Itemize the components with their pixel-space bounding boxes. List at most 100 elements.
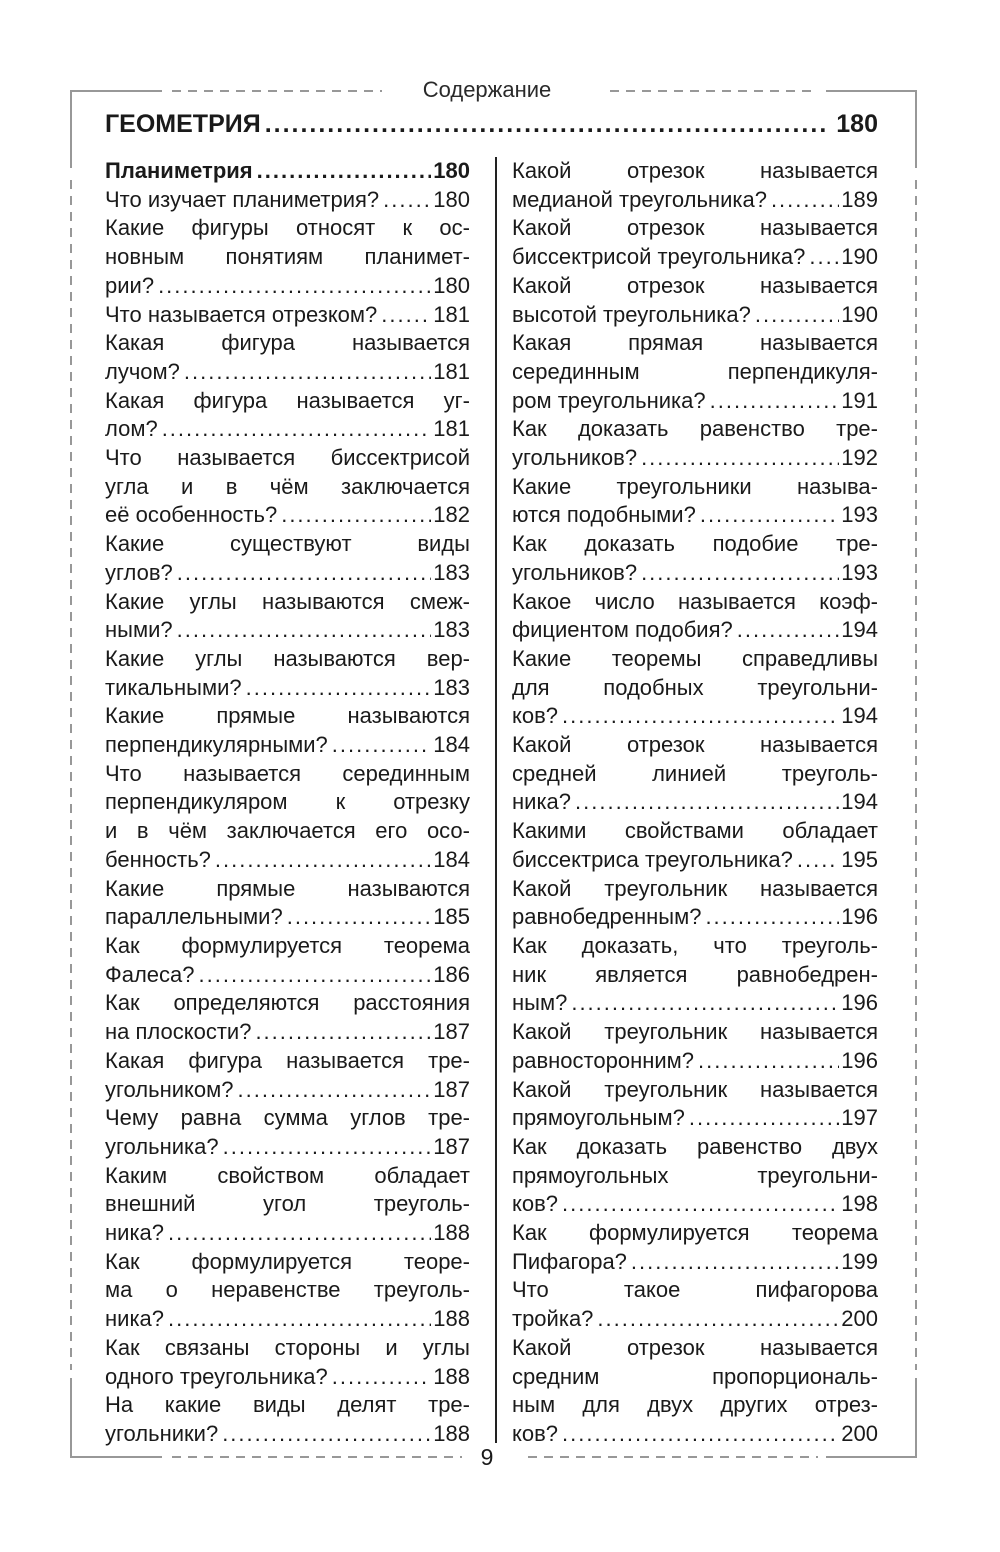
- toc-entry-text: рии?: [105, 272, 155, 298]
- toc-dot-leader: [809, 243, 839, 272]
- toc-page-number: 194: [841, 703, 878, 729]
- toc-entry-text: её особенность?: [105, 502, 278, 528]
- toc-entry-line: Какой отрезок называется: [512, 732, 878, 758]
- toc-page-number: 186: [433, 961, 470, 987]
- section-page-number: 180: [836, 110, 878, 138]
- toc-page-number: 183: [433, 674, 470, 700]
- toc-entry-text: ков?: [512, 1191, 559, 1217]
- toc-entry: Что называется отрезком? 181: [105, 301, 470, 330]
- toc-entry: На какие виды делят тре-угольники? 188: [105, 1391, 470, 1448]
- frame-segment: [915, 90, 917, 168]
- toc-page-number: 181: [433, 358, 470, 384]
- toc-entry-text: ются подобными?: [512, 502, 696, 528]
- frame-segment: [70, 90, 72, 168]
- frame-segment: [70, 1378, 72, 1458]
- toc-entry: Какие фигуры относят к ос-новным понятия…: [105, 214, 470, 300]
- toc-dot-leader: [383, 186, 431, 215]
- toc-entry-lastline: угольников? 192: [512, 444, 878, 473]
- toc-entry-lastline: тикальными? 183: [105, 674, 470, 703]
- toc-page-number: 189: [841, 186, 878, 212]
- toc-entry-line: Какое число называется коэф-: [512, 588, 878, 614]
- toc-entry-line: Что называется биссектрисой: [105, 445, 470, 471]
- toc-entry: Как формулируется теоре-ма о неравенстве…: [105, 1248, 470, 1334]
- toc-entry-lastline: равнобедренным? 196: [512, 903, 878, 932]
- toc-entry-lastline: угольником? 187: [105, 1076, 470, 1105]
- toc-entry: Как формулируется теорема Фалеса? 186: [105, 932, 470, 989]
- toc-entry-line: Как формулируется теоре-: [105, 1248, 470, 1274]
- toc-entry-line: и в чём заключается его осо-: [105, 818, 470, 844]
- dot-leader: [265, 110, 828, 139]
- toc-entry-line: Как формулируется теорема: [512, 1220, 878, 1246]
- toc-entry-line: Чему равна сумма углов тре-: [105, 1105, 470, 1131]
- toc-dot-leader: [771, 186, 839, 215]
- toc-page-number: 200: [841, 1420, 878, 1446]
- toc-entry-text: прямоугольным?: [512, 1105, 685, 1131]
- toc-entry-text: равносторонним?: [512, 1047, 695, 1073]
- toc-dot-leader: [710, 387, 840, 416]
- toc-entry: Как доказать равенство тре-угольников? 19…: [512, 415, 878, 472]
- toc-page-number: 188: [433, 1220, 470, 1246]
- toc-entry-line: Какой треугольник называется: [512, 875, 878, 901]
- toc-entry-line: Какие прямые называются: [105, 703, 470, 729]
- toc-entry: Что называется биссектрисой угла и в чём …: [105, 444, 470, 530]
- toc-page-number: 181: [433, 416, 470, 442]
- toc-entry-line: Какой отрезок называется: [512, 158, 878, 183]
- toc-entry-line: Какая фигура называется тре-: [105, 1047, 470, 1073]
- toc-entry-line: Что такое пифагорова: [512, 1277, 878, 1303]
- toc-entry: Как доказать равенство двух прямоугольных…: [512, 1133, 878, 1219]
- toc-dot-leader: [575, 788, 839, 817]
- toc-entry-lastline: угольника? 187: [105, 1133, 470, 1162]
- toc-entry: Какой отрезок называется средним пропорци…: [512, 1334, 878, 1449]
- toc-entry-lastline: ника? 188: [105, 1219, 470, 1248]
- toc-entry-text: биссектрисой треугольника?: [512, 244, 806, 270]
- toc-entry-line: средним пропорциональ-: [512, 1363, 878, 1389]
- toc-entry-lastline: ника? 194: [512, 788, 878, 817]
- frame-segment: [915, 180, 917, 1370]
- toc-entry-text: Фалеса?: [105, 961, 195, 987]
- toc-entry-lastline: ков? 200: [512, 1420, 878, 1449]
- toc-entry-lastline: ными? 183: [105, 616, 470, 645]
- toc-entry: Какими свойствами обладает биссектриса тр…: [512, 817, 878, 874]
- toc-entry: Какая фигура называется тре-угольником? 1…: [105, 1047, 470, 1104]
- toc-dot-leader: [215, 846, 431, 875]
- toc-page-number: 180: [433, 186, 470, 212]
- toc-entry-line: для подобных треугольни-: [512, 674, 878, 700]
- toc-entry: Как доказать подобие тре-угольников? 193: [512, 530, 878, 587]
- toc-entry-line: Как доказать, что треуголь-: [512, 932, 878, 958]
- toc-dot-leader: [700, 501, 839, 530]
- toc-entry-lastline: биссектриса треугольника? 195: [512, 846, 878, 875]
- toc-dot-leader: [705, 903, 839, 932]
- toc-page-number: 194: [841, 617, 878, 643]
- toc-entry-line: Какие фигуры относят к ос-: [105, 215, 470, 241]
- toc-entry-line: Какие углы называются вер-: [105, 645, 470, 671]
- toc-column-right: Какой отрезок называется медианой треугол…: [512, 157, 878, 1449]
- toc-entry-text: Что изучает планиметрия?: [105, 186, 380, 212]
- toc-dot-leader: [238, 1076, 432, 1105]
- toc-entry-line: Какой отрезок называется: [512, 1334, 878, 1360]
- toc-entry-text: ника?: [512, 789, 572, 815]
- toc-entry-text: угольников?: [512, 559, 638, 585]
- toc-page-number: 187: [433, 1019, 470, 1045]
- toc-entry-text: ным?: [512, 990, 568, 1016]
- toc-entry-line: Какой отрезок называется: [512, 272, 878, 298]
- toc-entry-text: ков?: [512, 703, 559, 729]
- toc-page-number: 195: [841, 846, 878, 872]
- toc-entry-line: прямоугольных треугольни-: [512, 1162, 878, 1188]
- toc-entry-text: тикальными?: [105, 674, 242, 700]
- toc-entry: Какой отрезок называется средней линией т…: [512, 731, 878, 817]
- toc-dot-leader: [199, 961, 432, 990]
- toc-entry-lastline: углов? 183: [105, 559, 470, 588]
- toc-entry: Какая фигура называется уг-лом? 181: [105, 387, 470, 444]
- toc-entry-text: медианой треугольника?: [512, 186, 767, 212]
- toc-page-number: 187: [433, 1133, 470, 1159]
- toc-entry-lastline: Планиметрия 180: [105, 157, 470, 186]
- toc-page-number: 197: [841, 1105, 878, 1131]
- toc-page-number: 184: [433, 732, 470, 758]
- toc-column-left: Планиметрия 180 Что изучает планиметрия? 18…: [105, 157, 470, 1449]
- toc-dot-leader: [287, 903, 432, 932]
- frame-segment: [70, 180, 72, 1370]
- toc-entry-line: ным для двух других отрез-: [512, 1392, 878, 1418]
- toc-page-number: 185: [433, 904, 470, 930]
